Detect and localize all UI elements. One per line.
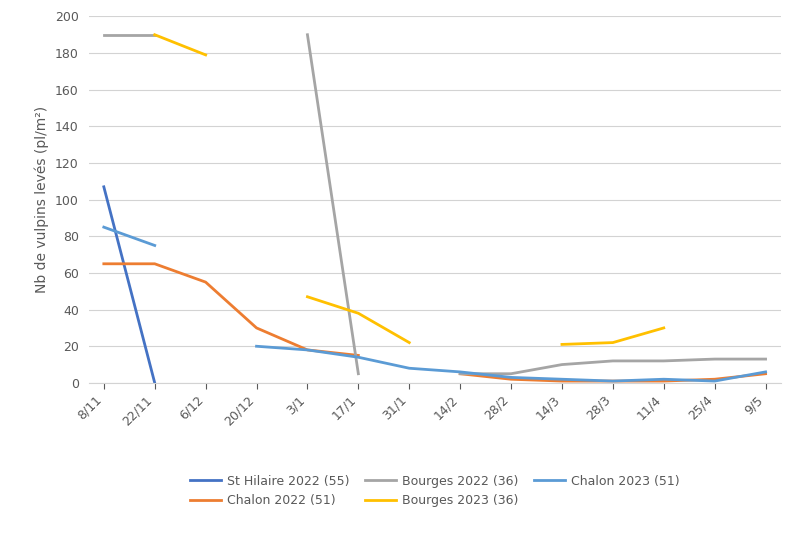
Bourges 2022 (36) (150, 31, 159, 38)
St Hilaire 2022 (55) (99, 184, 109, 190)
Line: Bourges 2023 (36): Bourges 2023 (36) (155, 35, 205, 55)
Chalon 2022 (51) (99, 260, 109, 267)
Chalon 2022 (51) (252, 324, 262, 331)
St Hilaire 2022 (55) (150, 380, 159, 386)
Legend: St Hilaire 2022 (55), Chalon 2022 (51), Bourges 2022 (36), Bourges 2023 (36), Ch: St Hilaire 2022 (55), Chalon 2022 (51), … (184, 470, 685, 512)
Bourges 2023 (36) (150, 31, 159, 38)
Chalon 2022 (51) (150, 260, 159, 267)
Line: St Hilaire 2022 (55): St Hilaire 2022 (55) (104, 187, 155, 383)
Y-axis label: Nb de vulpins levés (pl/m²): Nb de vulpins levés (pl/m²) (35, 106, 49, 293)
Chalon 2023 (51) (150, 242, 159, 249)
Line: Chalon 2023 (51): Chalon 2023 (51) (104, 227, 155, 246)
Chalon 2023 (51) (99, 224, 109, 230)
Line: Chalon 2022 (51): Chalon 2022 (51) (104, 264, 358, 356)
Bourges 2022 (36) (99, 31, 109, 38)
Chalon 2022 (51) (200, 279, 210, 286)
Chalon 2022 (51) (303, 347, 312, 353)
Bourges 2023 (36) (200, 51, 210, 58)
Chalon 2022 (51) (353, 352, 363, 359)
